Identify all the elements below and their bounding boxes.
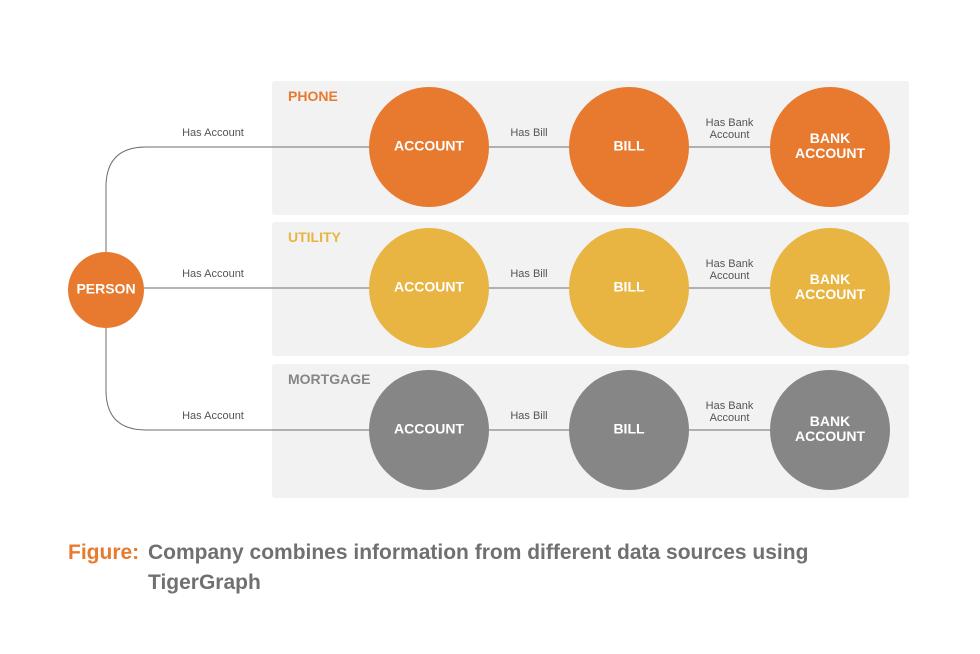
node-label: BILL [613, 279, 645, 295]
section-label-utility: UTILITY [288, 229, 342, 245]
edge-label: Has Bill [510, 410, 547, 422]
edge-label-has-account: Has Account [182, 268, 244, 280]
edge-person-phone [105, 146, 369, 252]
figure-caption: Figure: Company combines information from… [68, 538, 928, 598]
node-mortgage-bill [569, 370, 689, 490]
node-label-line: BANK [810, 413, 850, 429]
edge-label-line: Has Bank [706, 400, 754, 412]
node-label-person: PERSON [76, 281, 135, 297]
node-label-line: ACCOUNT [795, 145, 865, 161]
node-label: ACCOUNT [394, 421, 464, 437]
edge-label-line: Has Bank [706, 117, 754, 129]
caption-line-1: Company combines information from differ… [148, 541, 809, 564]
edge-label-has-account: Has Account [182, 410, 244, 422]
node-label-line: BILL [613, 138, 645, 154]
edge-label: Has Bank Account [706, 400, 754, 424]
node-label-line: ACCOUNT [394, 279, 464, 295]
node-label: BANK ACCOUNT [795, 130, 865, 161]
node-utility-account [369, 228, 489, 348]
node-label-line: ACCOUNT [795, 286, 865, 302]
node-label-person-line: PERSON [76, 281, 135, 297]
edge-label: Has Bank Account [706, 117, 754, 141]
node-phone-bill [569, 87, 689, 207]
node-phone-account [369, 87, 489, 207]
caption-line-2: TigerGraph [148, 571, 261, 594]
section-label-phone: PHONE [288, 88, 338, 104]
edge-label: Has Bill [510, 127, 547, 139]
node-label-line: BILL [613, 279, 645, 295]
edge-label-line: Account [710, 129, 750, 141]
node-label: BILL [613, 138, 645, 154]
node-label: BANK ACCOUNT [795, 271, 865, 302]
node-label: BANK ACCOUNT [795, 413, 865, 444]
edge-label-line: Account [710, 270, 750, 282]
edge-label-line: Has Bank [706, 258, 754, 270]
node-person [68, 252, 144, 328]
section-label-mortgage: MORTGAGE [288, 371, 370, 387]
edge-person-mortgage [105, 328, 369, 431]
node-label: ACCOUNT [394, 138, 464, 154]
edge-label-has-account: Has Account [182, 127, 244, 139]
node-label-line: ACCOUNT [795, 428, 865, 444]
node-label-line: ACCOUNT [394, 421, 464, 437]
edge-label: Has Bank Account [706, 258, 754, 282]
node-label-line: BILL [613, 421, 645, 437]
node-mortgage-bank-account [770, 370, 890, 490]
edge-label-line: Account [710, 412, 750, 424]
node-label: ACCOUNT [394, 279, 464, 295]
node-mortgage-account [369, 370, 489, 490]
node-utility-bank-account [770, 228, 890, 348]
node-phone-bank-account [770, 87, 890, 207]
data-source-diagram: PHONE UTILITY MORTGAGE Has Account Has Bill H… [68, 81, 909, 498]
node-label-line: BANK [810, 271, 850, 287]
edge-label: Has Bill [510, 268, 547, 280]
caption-prefix: Figure: [68, 541, 140, 564]
node-label-line: ACCOUNT [394, 138, 464, 154]
node-label-line: BANK [810, 130, 850, 146]
node-label: BILL [613, 421, 645, 437]
node-utility-bill [569, 228, 689, 348]
